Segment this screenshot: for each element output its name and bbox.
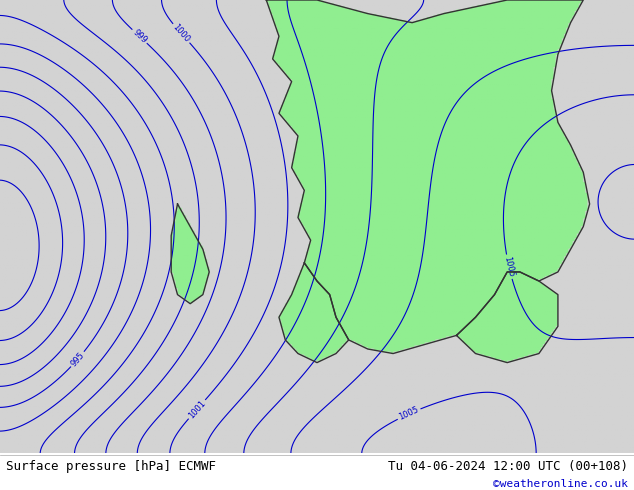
Text: 1005: 1005 xyxy=(398,405,420,422)
Text: Surface pressure [hPa] ECMWF: Surface pressure [hPa] ECMWF xyxy=(6,460,216,473)
Text: 1001: 1001 xyxy=(186,398,207,420)
Text: 1005: 1005 xyxy=(502,256,515,278)
Text: 1000: 1000 xyxy=(171,23,191,44)
Text: Tu 04-06-2024 12:00 UTC (00+108): Tu 04-06-2024 12:00 UTC (00+108) xyxy=(387,460,628,473)
Text: 995: 995 xyxy=(69,350,86,368)
Text: ©weatheronline.co.uk: ©weatheronline.co.uk xyxy=(493,480,628,490)
Text: 999: 999 xyxy=(131,28,148,45)
